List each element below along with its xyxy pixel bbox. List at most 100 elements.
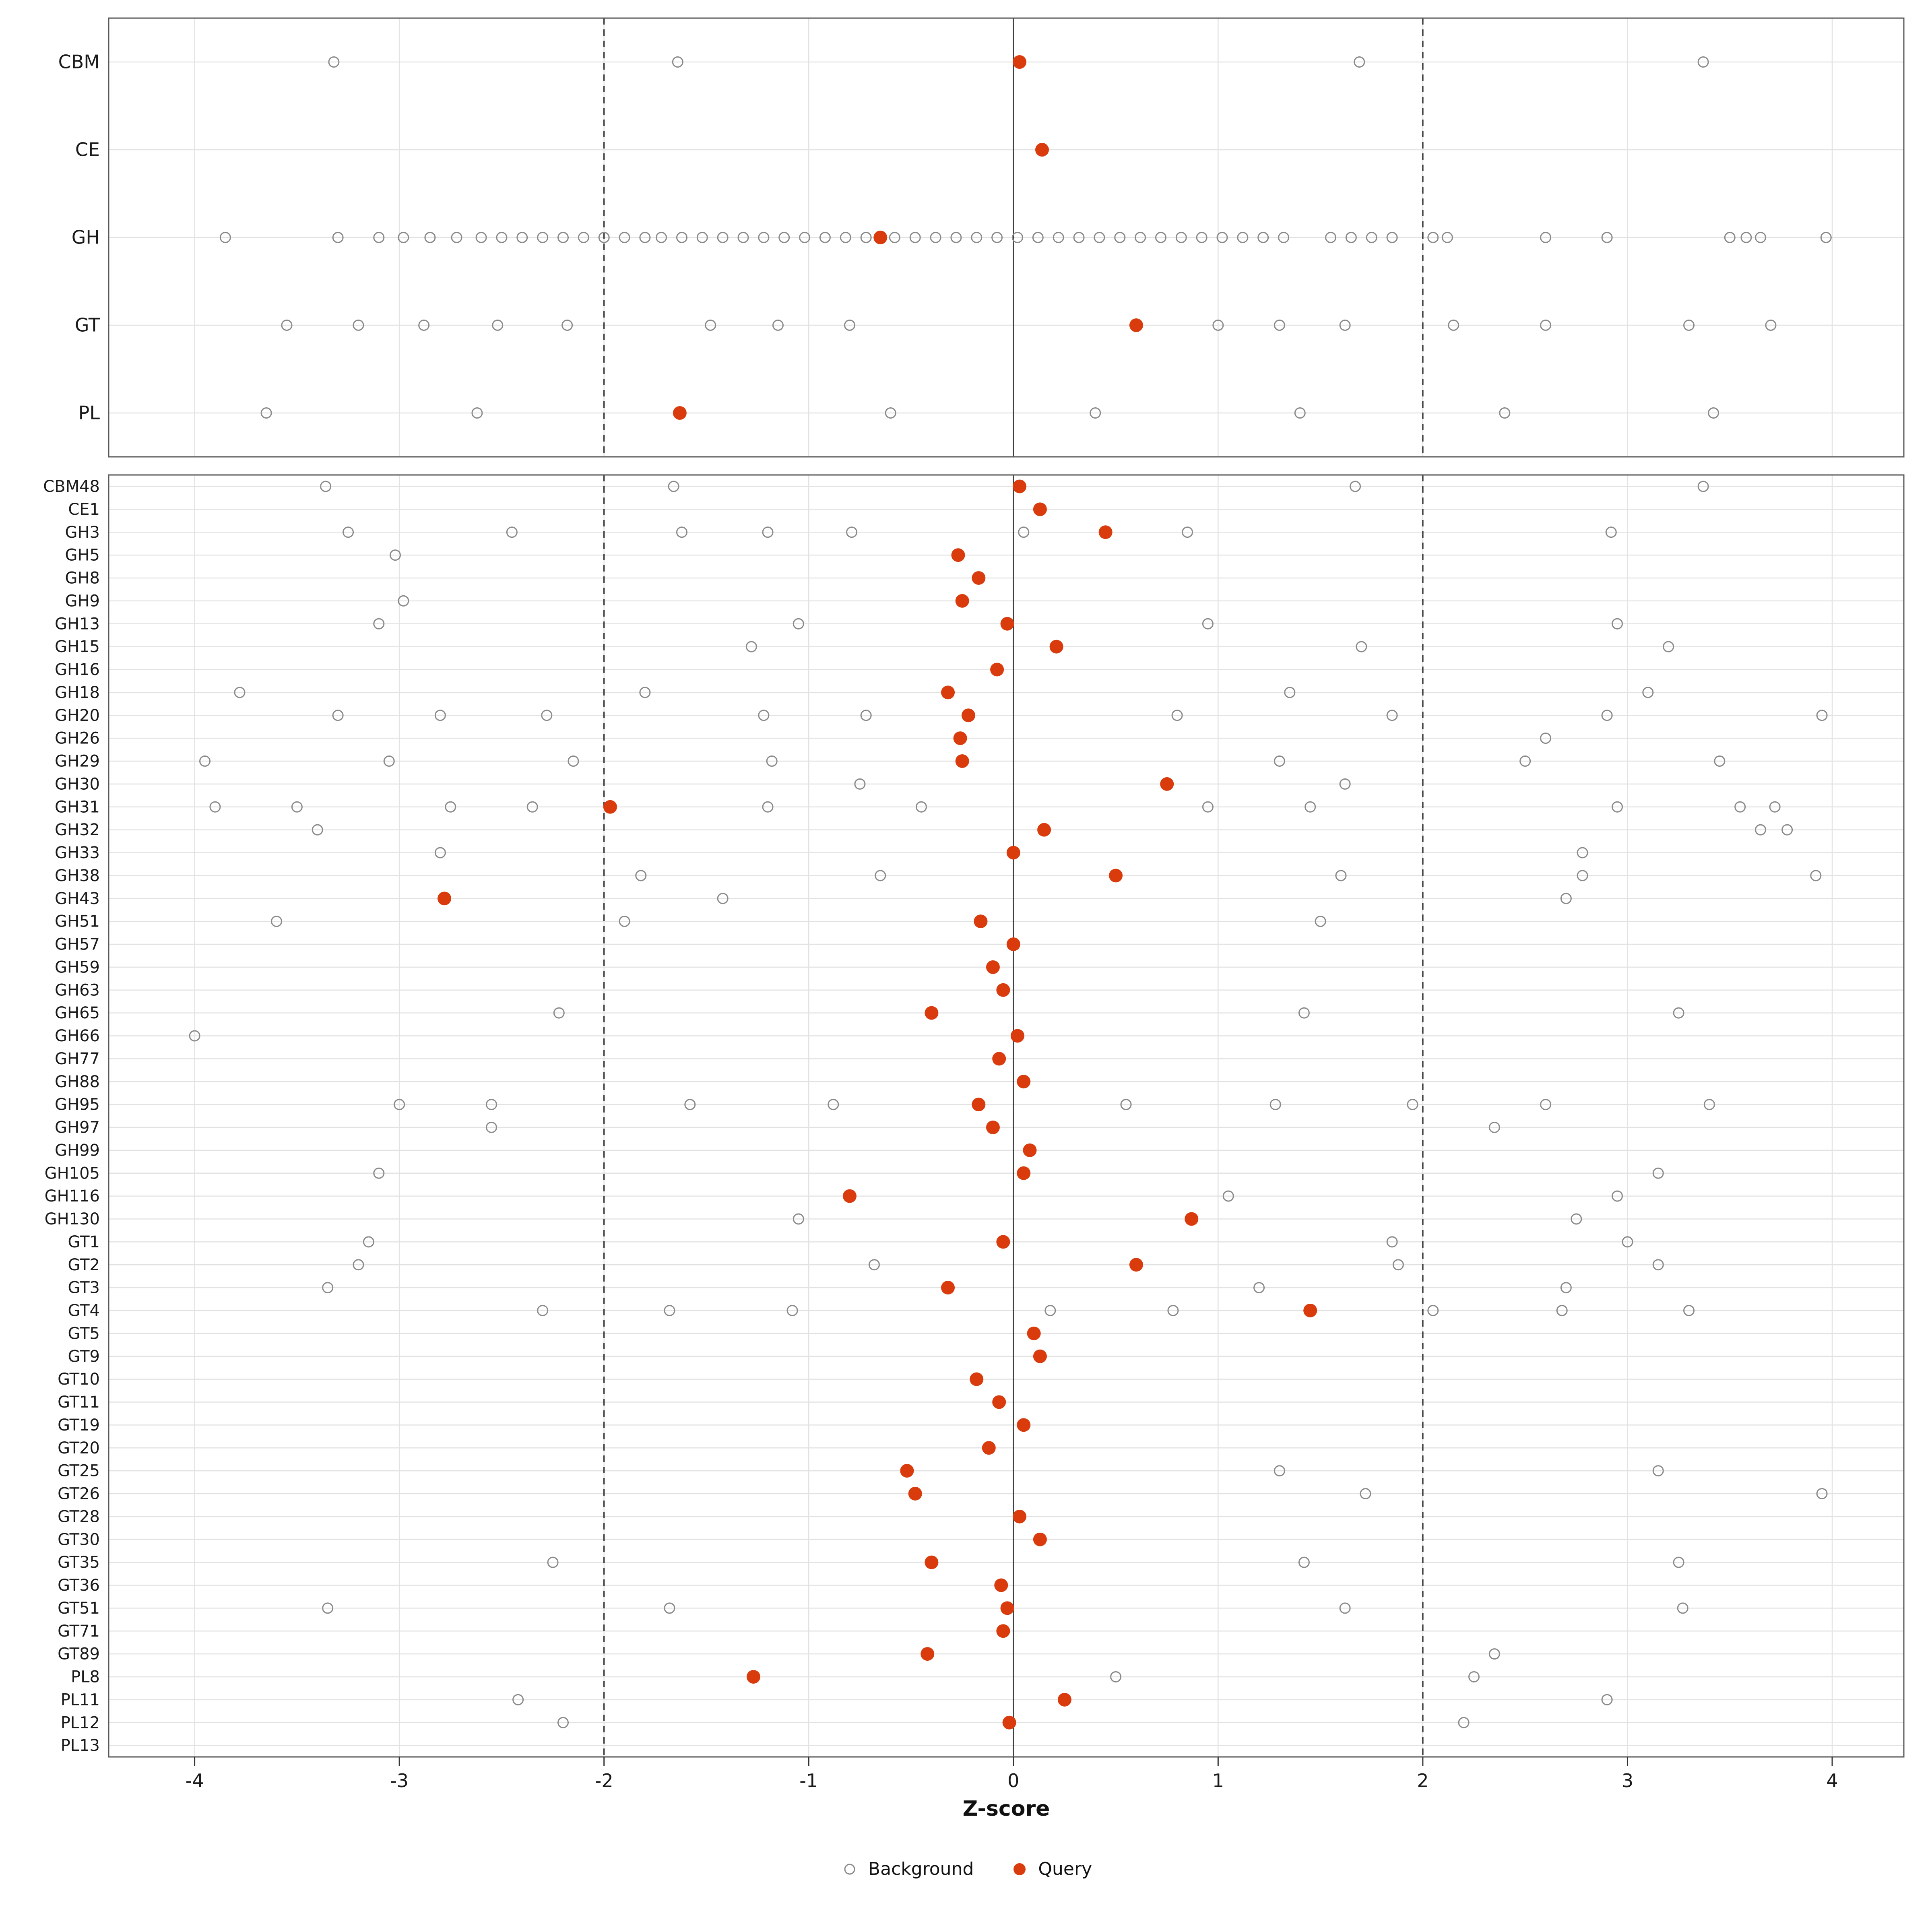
background-point xyxy=(930,232,941,243)
query-point xyxy=(1013,479,1027,493)
background-point xyxy=(778,232,790,243)
y-axis-label: GT xyxy=(75,314,100,336)
background-point xyxy=(1073,232,1085,243)
y-axis-label: CBM xyxy=(58,51,100,73)
background-point xyxy=(598,232,610,243)
background-point xyxy=(328,56,340,68)
y-axis-label: GT71 xyxy=(58,1622,100,1641)
y-axis-label: GT28 xyxy=(58,1507,100,1526)
y-axis-label: GT10 xyxy=(58,1370,100,1389)
background-point xyxy=(1354,56,1365,68)
background-point xyxy=(1540,232,1552,243)
query-point xyxy=(1013,55,1027,69)
background-point xyxy=(1820,232,1832,243)
background-point xyxy=(389,549,401,561)
background-point xyxy=(475,232,487,243)
background-point xyxy=(209,801,221,813)
background-point xyxy=(1237,232,1249,243)
background-point xyxy=(1577,847,1588,859)
background-point xyxy=(1601,1694,1613,1705)
background-point xyxy=(1167,1305,1179,1316)
y-axis-label: GT2 xyxy=(68,1256,100,1274)
background-point xyxy=(363,1236,374,1248)
background-point xyxy=(1305,801,1316,813)
background-point xyxy=(1110,1671,1122,1682)
background-point xyxy=(1274,755,1285,767)
background-point xyxy=(1135,232,1146,243)
background-point xyxy=(772,320,784,331)
x-tick-label: -4 xyxy=(186,1770,204,1792)
query-point xyxy=(990,663,1004,677)
legend-label-background: Background xyxy=(868,1859,974,1879)
background-point xyxy=(991,232,1003,243)
query-point xyxy=(1033,1349,1047,1363)
y-axis-label: GH xyxy=(72,227,100,248)
query-point xyxy=(1057,1693,1071,1707)
background-point xyxy=(557,1717,569,1728)
query-point xyxy=(996,1624,1010,1638)
y-axis-label: PL xyxy=(78,402,100,424)
background-point xyxy=(619,232,630,243)
query-point xyxy=(1013,1509,1027,1523)
background-point xyxy=(1540,1099,1552,1110)
background-point xyxy=(664,1305,675,1316)
background-point xyxy=(1642,687,1654,698)
background-point xyxy=(219,232,231,243)
y-axis-label: GT25 xyxy=(58,1462,100,1480)
background-point xyxy=(1560,893,1572,904)
background-point xyxy=(885,407,896,419)
background-point xyxy=(846,526,858,538)
background-point xyxy=(1683,320,1695,331)
background-point xyxy=(234,687,246,698)
y-axis-label: GT4 xyxy=(68,1302,100,1320)
query-legend-icon xyxy=(1013,1863,1026,1875)
y-axis-label: PL8 xyxy=(71,1668,100,1686)
query-point xyxy=(1017,1166,1031,1180)
query-point xyxy=(1000,617,1014,631)
background-point xyxy=(1386,710,1398,721)
y-axis-label: GH63 xyxy=(55,981,100,999)
background-point xyxy=(1345,232,1357,243)
background-point xyxy=(516,232,528,243)
background-point xyxy=(1499,407,1511,419)
y-axis-label: PL12 xyxy=(61,1713,100,1732)
background-point xyxy=(1284,687,1296,698)
y-axis-label: GH30 xyxy=(55,775,100,793)
background-point xyxy=(1468,1671,1480,1682)
query-point xyxy=(873,231,888,244)
query-point xyxy=(992,1395,1006,1409)
background-point xyxy=(1350,481,1361,492)
y-axis-label: GT89 xyxy=(58,1645,100,1664)
background-point xyxy=(762,801,774,813)
background-point xyxy=(828,1099,839,1110)
background-point xyxy=(1274,320,1285,331)
background-point xyxy=(189,1030,200,1042)
y-axis-label: GH9 xyxy=(65,592,100,610)
background-point xyxy=(1427,1305,1439,1316)
background-point xyxy=(526,801,538,813)
background-point xyxy=(553,1007,565,1019)
background-point xyxy=(868,1259,880,1271)
background-point xyxy=(541,710,553,721)
y-axis-label: GH88 xyxy=(55,1073,100,1091)
background-point xyxy=(793,1213,804,1225)
query-point xyxy=(1303,1303,1317,1317)
background-point xyxy=(418,320,430,331)
background-legend-icon xyxy=(844,1864,855,1874)
y-axis-label: GH51 xyxy=(55,912,100,931)
y-axis-label: GH3 xyxy=(65,523,100,542)
background-point xyxy=(1601,710,1613,721)
background-point xyxy=(950,232,962,243)
background-point xyxy=(915,801,927,813)
background-point xyxy=(1044,1305,1056,1316)
query-point xyxy=(746,1670,760,1684)
query-point xyxy=(955,594,969,608)
background-point xyxy=(1673,1007,1684,1019)
background-point xyxy=(1392,1259,1404,1271)
background-point xyxy=(1094,232,1105,243)
background-point xyxy=(1257,232,1269,243)
query-point xyxy=(972,571,986,585)
query-point xyxy=(1185,1212,1199,1226)
background-point xyxy=(875,870,886,881)
legend-item-query: Query xyxy=(1010,1859,1092,1879)
